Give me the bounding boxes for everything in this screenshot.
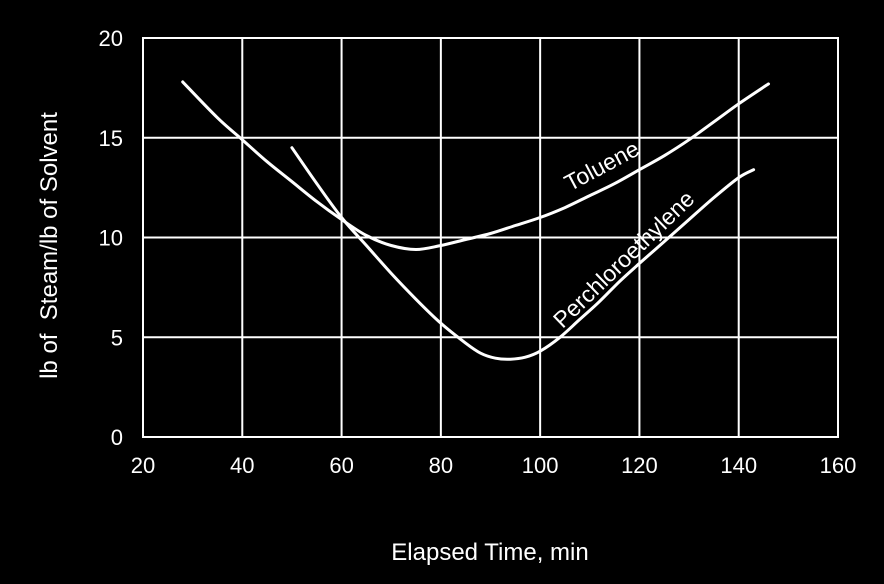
plot-frame (142, 37, 839, 438)
y-tick-labels: 0 5 10 15 20 (99, 26, 123, 450)
y-tick-label: 10 (99, 226, 123, 251)
series-line-toluene (181, 80, 770, 251)
x-tick-labels: 20 40 60 80 100 120 140 160 (131, 453, 857, 478)
x-tick-label: 140 (720, 453, 757, 478)
x-tick-label: 120 (621, 453, 658, 478)
x-tick-label: 40 (230, 453, 254, 478)
series-line-perchloroethylene (290, 146, 756, 361)
series-label-perchloroethylene: Perchloroethylene (548, 185, 699, 332)
grid-lines (142, 37, 839, 438)
x-tick-label: 100 (522, 453, 559, 478)
y-tick-label: 15 (99, 126, 123, 151)
x-tick-label: 160 (820, 453, 857, 478)
y-tick-label: 5 (111, 325, 123, 350)
series-label-toluene: Toluene (560, 135, 643, 196)
y-tick-label: 0 (111, 425, 123, 450)
x-axis-title: Elapsed Time, min (391, 539, 588, 566)
y-axis-title: lb of Steam/lb of Solvent (36, 112, 63, 379)
series-lines (181, 80, 770, 361)
x-tick-label: 80 (429, 453, 453, 478)
y-tick-label: 20 (99, 26, 123, 51)
x-tick-label: 60 (329, 453, 353, 478)
x-tick-label: 20 (131, 453, 155, 478)
